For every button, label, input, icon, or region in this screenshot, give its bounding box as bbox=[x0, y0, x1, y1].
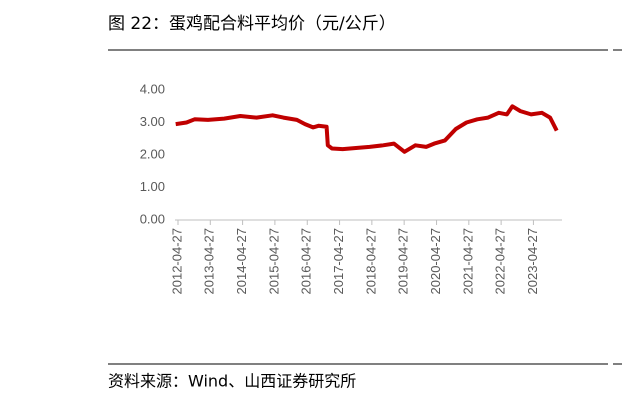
y-tick-label: 1.00 bbox=[140, 179, 165, 194]
x-tick-label: 2013-04-27 bbox=[202, 228, 217, 295]
x-tick-label: 2021-04-27 bbox=[460, 228, 475, 295]
x-tick-label: 2020-04-27 bbox=[428, 228, 443, 295]
x-tick-label: 2019-04-27 bbox=[396, 228, 411, 295]
x-tick-label: 2012-04-27 bbox=[169, 228, 184, 295]
x-tick-label: 2015-04-27 bbox=[266, 228, 281, 295]
x-tick-label: 2014-04-27 bbox=[234, 228, 249, 295]
y-tick-label: 0.00 bbox=[140, 211, 165, 226]
series-line bbox=[175, 104, 559, 154]
y-tick-label: 4.00 bbox=[140, 81, 165, 96]
x-tick-label: 2022-04-27 bbox=[493, 228, 508, 295]
source: 资料来源：Wind、山西证券研究所 bbox=[108, 372, 356, 391]
y-tick-label: 3.00 bbox=[140, 114, 165, 129]
x-tick-label: 2016-04-27 bbox=[299, 228, 314, 295]
chart-title: 图 22：蛋鸡配合料平均价（元/公斤） bbox=[108, 14, 396, 34]
y-tick-label: 2.00 bbox=[140, 146, 165, 161]
x-tick-label: 2023-04-27 bbox=[525, 228, 540, 295]
x-tick-label: 2017-04-27 bbox=[331, 228, 346, 295]
x-tick-label: 2018-04-27 bbox=[363, 228, 378, 295]
